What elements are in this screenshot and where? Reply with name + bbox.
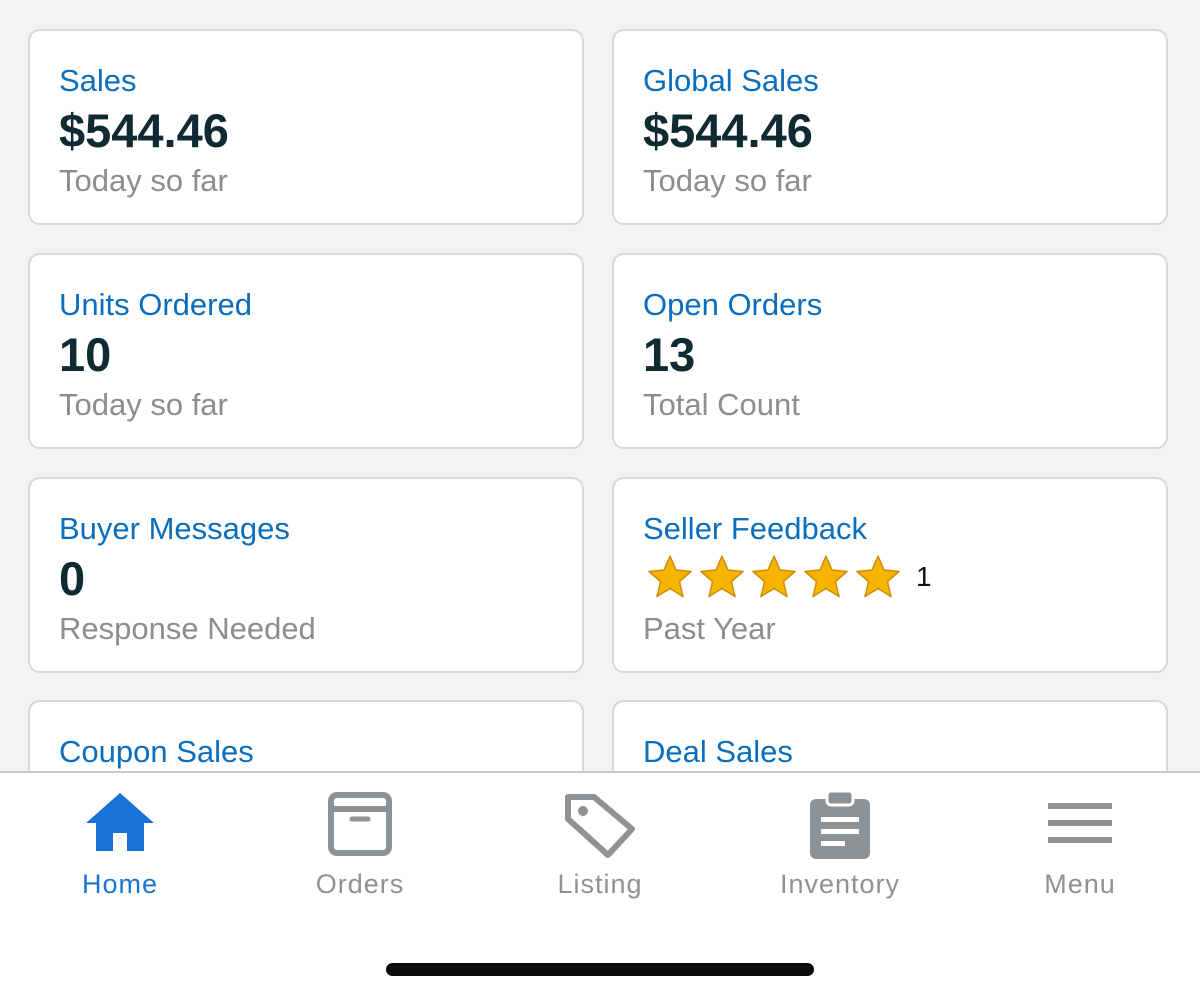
deal-sales-card[interactable]: Deal Sales: [612, 700, 1168, 771]
card-title: Buyer Messages: [59, 511, 290, 546]
tab-label: Orders: [315, 869, 405, 899]
card-subtitle: Today so far: [59, 163, 228, 198]
hamburger-icon: [1040, 789, 1120, 859]
card-value: $544.46: [59, 104, 229, 157]
card-title: Units Ordered: [59, 287, 252, 322]
tab-label: Menu: [1044, 869, 1116, 899]
star-icon: [802, 553, 850, 601]
units-ordered-card[interactable]: Units Ordered 10 Today so far: [28, 253, 584, 449]
tag-icon: [560, 789, 640, 859]
coupon-sales-card[interactable]: Coupon Sales: [28, 700, 584, 771]
card-subtitle: Today so far: [59, 387, 228, 422]
card-subtitle: Response Needed: [59, 611, 316, 646]
card-subtitle: Today so far: [643, 163, 812, 198]
tab-inventory[interactable]: Inventory: [720, 773, 960, 923]
home-indicator[interactable]: [386, 963, 814, 976]
tab-orders[interactable]: Orders: [240, 773, 480, 923]
card-value: 10: [59, 328, 112, 381]
card-title: Seller Feedback: [643, 511, 868, 546]
home-icon: [80, 789, 160, 859]
clipboard-icon: [800, 789, 880, 859]
buyer-messages-card[interactable]: Buyer Messages 0 Response Needed: [28, 477, 584, 673]
card-subtitle: Past Year: [643, 611, 776, 646]
card-value: 0: [59, 552, 86, 605]
star-icon: [854, 553, 902, 601]
tab-label: Home: [81, 869, 159, 899]
card-title: Sales: [59, 63, 137, 98]
tab-listing[interactable]: Listing: [480, 773, 720, 923]
card-title: Deal Sales: [643, 734, 793, 769]
star-icon: [646, 553, 694, 601]
seller-feedback-card[interactable]: Seller Feedback 1 Past Year: [612, 477, 1168, 673]
card-subtitle: Total Count: [643, 387, 800, 422]
box-icon: [320, 789, 400, 859]
tab-label: Listing: [557, 869, 643, 899]
card-title: Coupon Sales: [59, 734, 254, 769]
tab-label: Inventory: [779, 869, 901, 899]
dashboard-cards: Sales $544.46 Today so far Global Sales …: [28, 29, 1168, 771]
star-rating: 1: [646, 553, 932, 601]
star-icon: [698, 553, 746, 601]
card-title: Global Sales: [643, 63, 819, 98]
card-value: $544.46: [643, 104, 813, 157]
sales-card[interactable]: Sales $544.46 Today so far: [28, 29, 584, 225]
global-sales-card[interactable]: Global Sales $544.46 Today so far: [612, 29, 1168, 225]
card-title: Open Orders: [643, 287, 823, 322]
star-icon: [750, 553, 798, 601]
tab-home[interactable]: Home: [0, 773, 240, 923]
tab-menu[interactable]: Menu: [960, 773, 1200, 923]
bottom-tab-bar: Home Orders Listing: [0, 771, 1200, 998]
card-value: 13: [643, 328, 696, 381]
rating-count: 1: [916, 561, 932, 592]
open-orders-card[interactable]: Open Orders 13 Total Count: [612, 253, 1168, 449]
